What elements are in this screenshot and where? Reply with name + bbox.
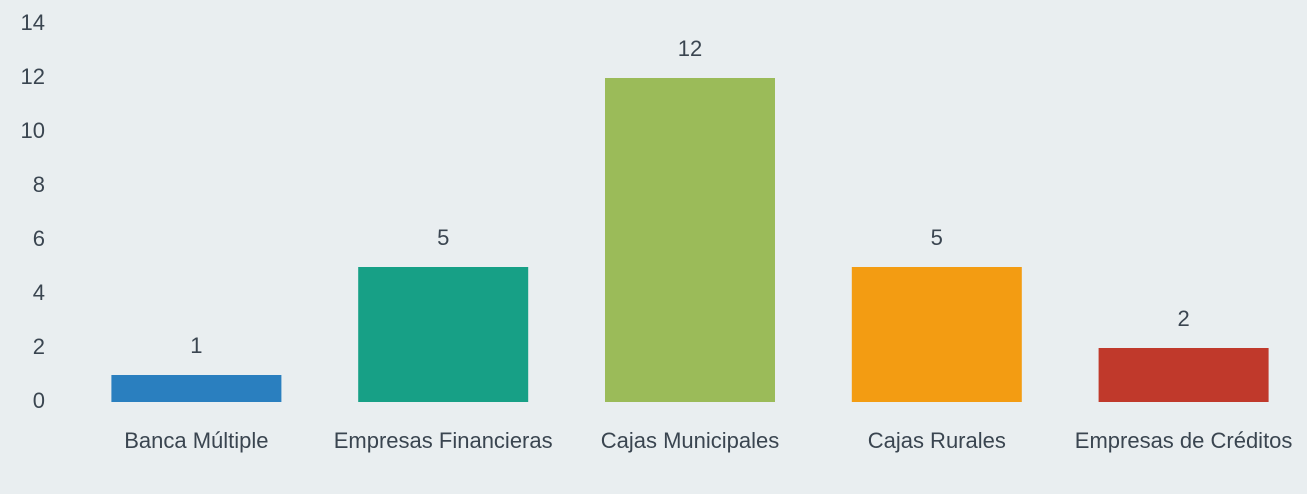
y-tick-label: 6 <box>33 226 45 251</box>
bar <box>358 267 529 402</box>
x-tick-label: Empresas de Créditos <box>1074 428 1293 453</box>
data-label: 5 <box>437 225 449 250</box>
y-tick-label: 10 <box>21 118 45 143</box>
bar <box>605 78 775 402</box>
data-label: 12 <box>678 36 702 61</box>
y-tick-label: 2 <box>33 334 45 359</box>
data-label: 5 <box>931 225 943 250</box>
y-tick-label: 8 <box>33 172 45 197</box>
y-tick-label: 0 <box>33 388 45 413</box>
bar <box>851 267 1022 402</box>
y-tick-label: 14 <box>21 10 45 35</box>
bar <box>1098 348 1269 402</box>
y-tick-label: 12 <box>21 64 45 89</box>
bar <box>111 375 282 402</box>
data-label: 2 <box>1177 306 1189 331</box>
x-tick-label: Empresas Financieras <box>333 428 553 453</box>
x-tick-label: Banca Múltiple <box>124 428 269 453</box>
y-tick-label: 4 <box>33 280 45 305</box>
x-tick-label: Cajas Rurales <box>867 428 1006 453</box>
data-label: 1 <box>190 333 202 358</box>
x-tick-label: Cajas Municipales <box>600 428 780 453</box>
